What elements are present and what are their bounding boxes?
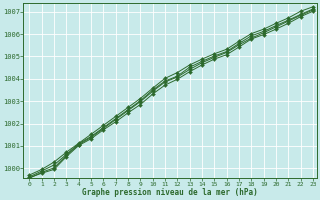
X-axis label: Graphe pression niveau de la mer (hPa): Graphe pression niveau de la mer (hPa) — [82, 188, 258, 197]
